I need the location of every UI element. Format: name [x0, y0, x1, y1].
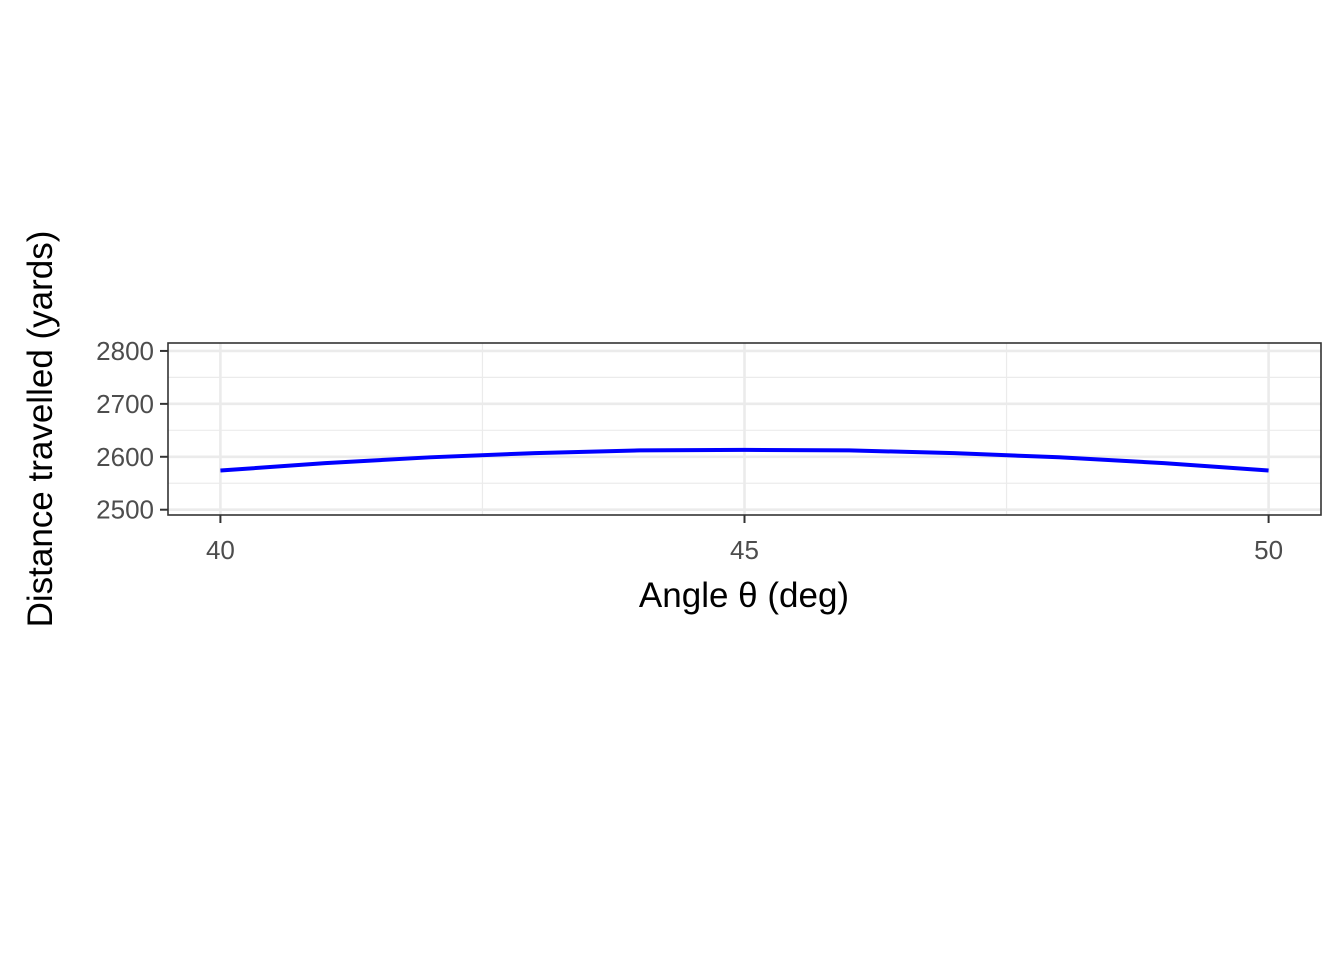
- x-tick-label: 50: [1254, 535, 1283, 565]
- y-tick-label: 2700: [96, 389, 154, 419]
- x-tick-label: 40: [206, 535, 235, 565]
- x-axis-title: Angle θ (deg): [639, 576, 849, 615]
- grid-major: [168, 343, 1321, 515]
- series-layer: [220, 447, 1269, 473]
- x-tick-label: 45: [730, 535, 759, 565]
- x-axis: 40 45 50: [206, 515, 1283, 565]
- series-line: [220, 447, 1269, 473]
- y-axis-title: Distance travelled (yards): [21, 231, 60, 628]
- y-tick-label: 2800: [96, 336, 154, 366]
- y-axis: 2500 2600 2700 2800: [96, 336, 168, 525]
- y-tick-label: 2500: [96, 495, 154, 525]
- y-tick-label: 2600: [96, 442, 154, 472]
